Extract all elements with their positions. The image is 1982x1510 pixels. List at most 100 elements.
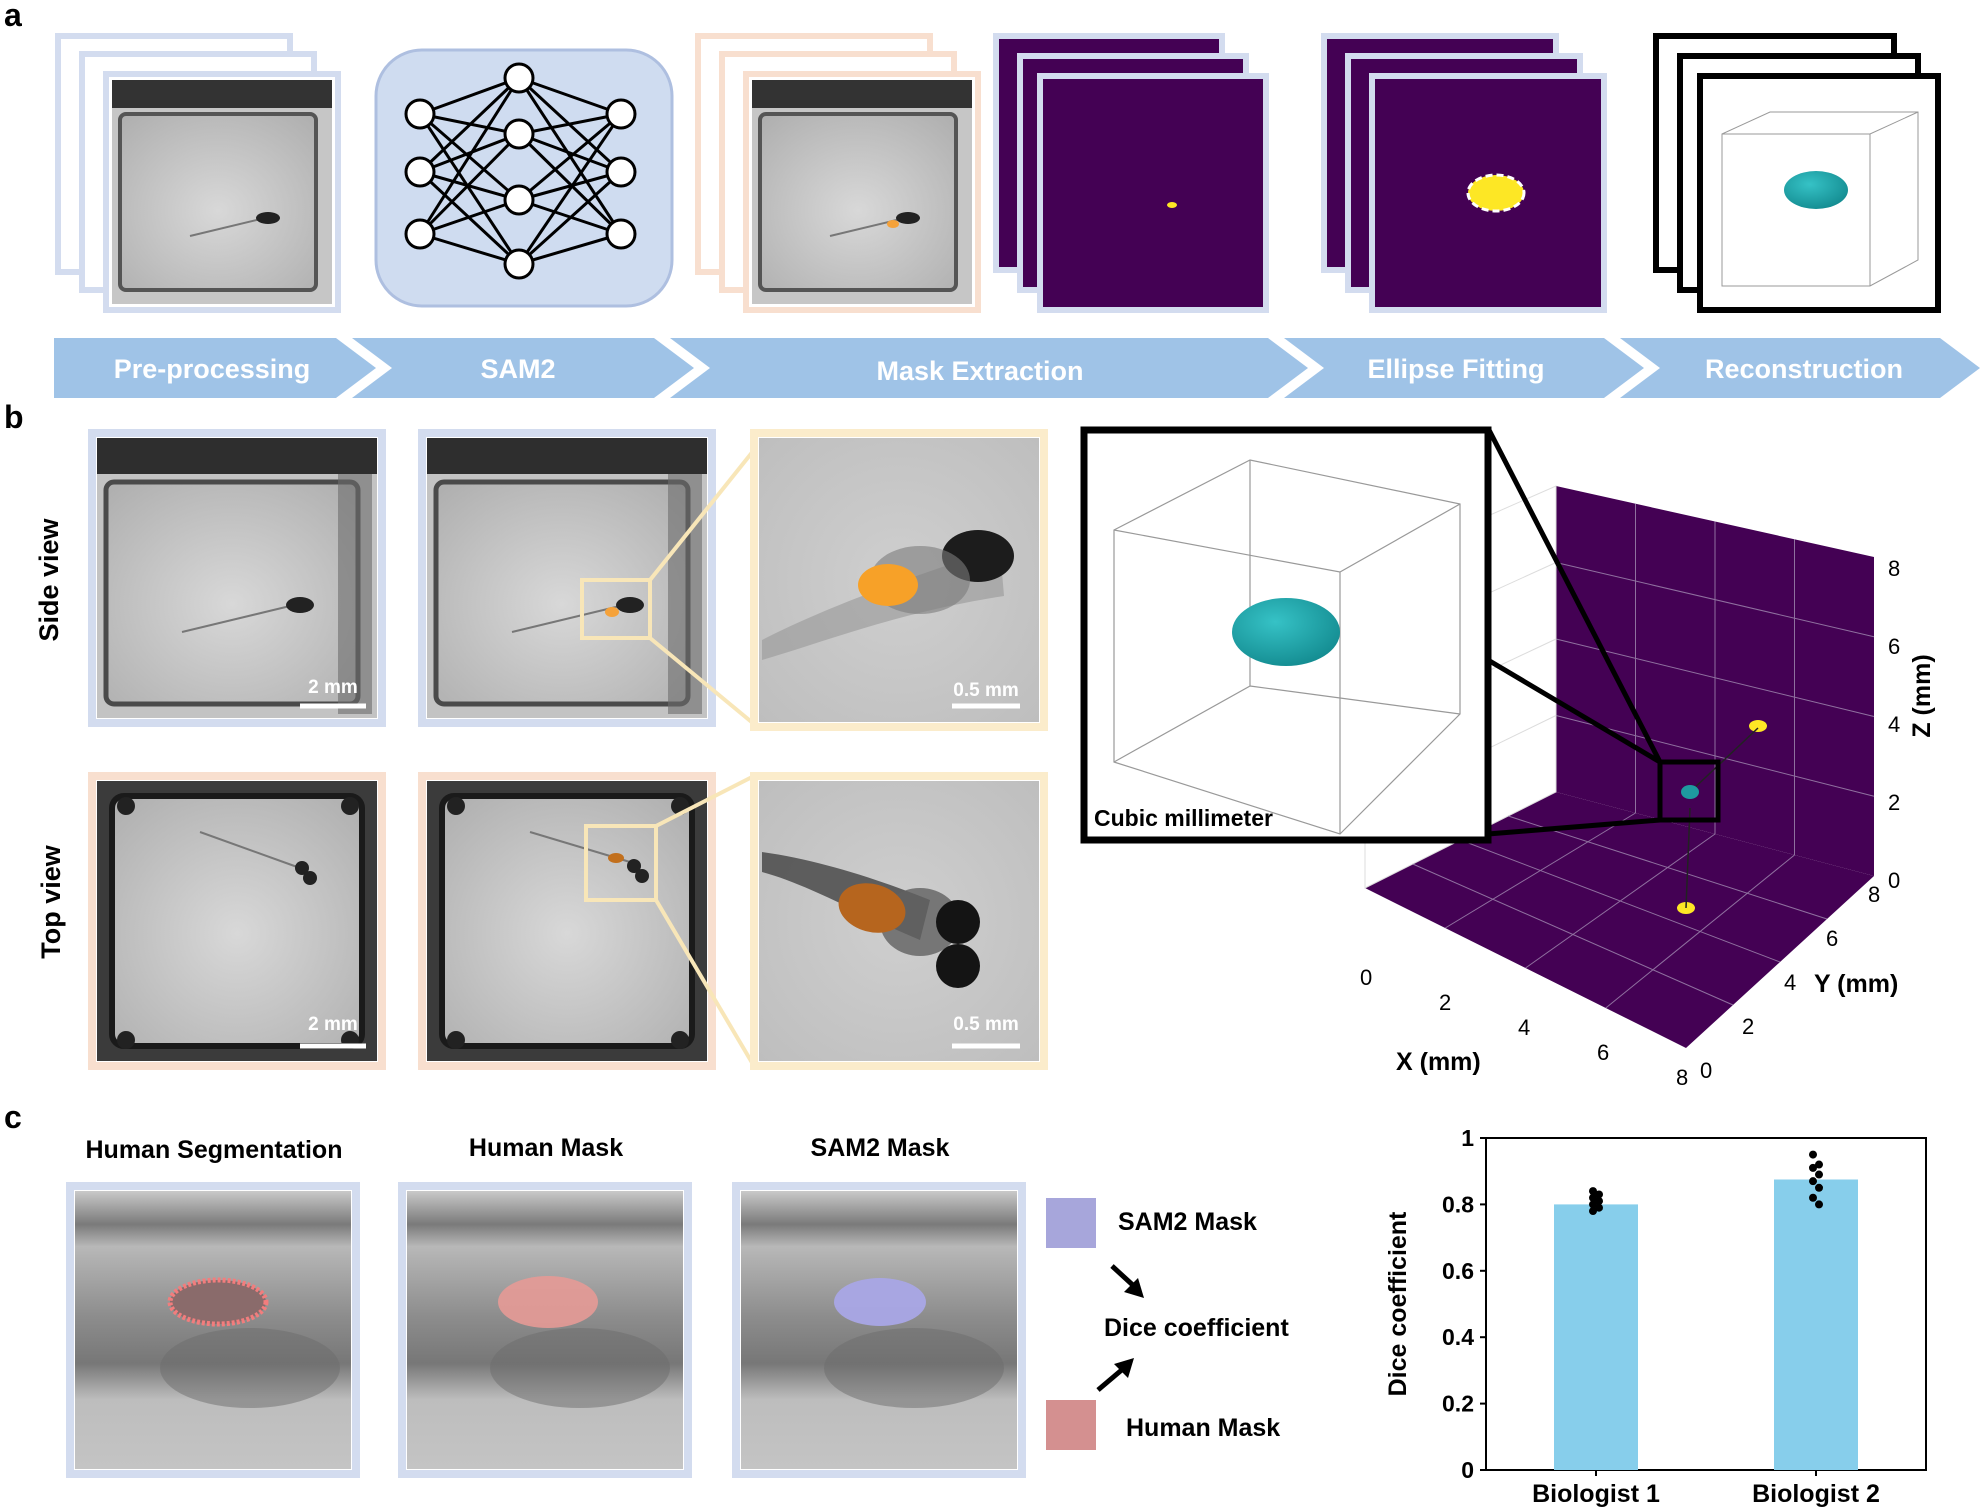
title-sam2-mask: SAM2 Mask <box>811 1134 950 1162</box>
nn-node <box>503 62 535 94</box>
row-label-top-view: Top view <box>36 844 66 959</box>
scale-bar-top-zoom: 0.5 mm <box>953 1014 1018 1035</box>
reconstruction-stack <box>1653 33 1941 313</box>
y-tick-label: 0.4 <box>1442 1324 1474 1350</box>
data-point <box>1809 1150 1817 1159</box>
data-point <box>1809 1163 1817 1172</box>
z-tick-label: 2 <box>1888 790 1900 815</box>
top-view-zoom-image: 0.5 mm <box>750 772 1048 1070</box>
nn-connection <box>418 113 521 265</box>
binary-mask-stack <box>993 33 1269 313</box>
y-tick-label: 0 <box>1700 1058 1712 1083</box>
data-point <box>1589 1193 1597 1202</box>
nn-connection <box>419 232 520 266</box>
x-tick-label: 2 <box>1439 990 1451 1015</box>
plot-grid-line <box>1605 854 1795 1009</box>
pipeline-label-mask-extraction: Mask Extraction <box>876 356 1083 386</box>
nn-node <box>605 218 637 250</box>
nn-connection <box>517 132 623 236</box>
human-segmentation-image <box>66 1182 360 1478</box>
data-point <box>1589 1207 1597 1216</box>
pipeline-step-reconstruction <box>1620 338 1980 398</box>
plot-grid-line <box>1508 815 1828 920</box>
bar <box>1774 1179 1858 1470</box>
cubic-millimeter-inset: Cubic millimeter <box>1080 426 1492 844</box>
top-view-image: 2 mm <box>88 772 386 1070</box>
nn-connection <box>518 232 622 266</box>
y-tick-label: 6 <box>1826 926 1838 951</box>
title-human-mask: Human Mask <box>469 1134 623 1162</box>
data-point <box>1815 1160 1823 1169</box>
nn-connection <box>517 170 623 266</box>
mask-extraction-stack <box>695 33 981 313</box>
nn-connection <box>517 113 623 265</box>
pipeline-strip: Pre-processing SAM2 Mask Extraction Elli… <box>54 338 1980 398</box>
z-tick-label: 4 <box>1888 712 1900 737</box>
y-tick-label: 0.8 <box>1442 1191 1474 1217</box>
nn-connection <box>418 77 521 235</box>
human-mask-swatch <box>1046 1400 1096 1450</box>
nn-node <box>503 118 535 150</box>
panel-label-c: c <box>4 1099 22 1135</box>
nn-node <box>605 98 637 130</box>
pipeline-step-sam2 <box>352 338 694 398</box>
nn-node <box>605 156 637 188</box>
x-tick-label: 4 <box>1518 1015 1530 1040</box>
dice-legend: SAM2 Mask Dice coefficient Human Mask <box>1046 1198 1289 1450</box>
y-tick-label: 8 <box>1868 882 1880 907</box>
chart-ylabel: Dice coefficient <box>1384 1211 1412 1396</box>
plot-grid-line <box>1555 562 1875 638</box>
dice-bar-chart: 0 0.2 0.4 0.6 0.8 1 Biologist 1 Biologist 2 Di… <box>1384 1125 1927 1508</box>
data-point <box>1815 1183 1823 1192</box>
y-tick-label: 0 <box>1461 1457 1474 1483</box>
nn-connection <box>419 132 520 174</box>
nn-connection <box>518 170 622 202</box>
nn-connection <box>418 76 521 174</box>
data-point <box>1595 1190 1603 1199</box>
panel-label-b: b <box>4 399 24 435</box>
row-label-side-view: Side view <box>34 517 64 641</box>
nn-node <box>404 156 436 188</box>
pipeline-label-preprocessing: Pre-processing <box>114 354 311 384</box>
plot-grid-line <box>1555 638 1875 717</box>
x-tick-label: 8 <box>1676 1065 1688 1090</box>
scale-bar-side-zoom: 0.5 mm <box>953 680 1018 701</box>
z-tick-label: 8 <box>1888 556 1900 581</box>
bar <box>1554 1204 1638 1470</box>
title-human-segmentation: Human Segmentation <box>86 1136 343 1164</box>
side-view-zoom-image: 0.5 mm <box>750 429 1048 731</box>
side-view-image: 2 mm <box>88 429 386 727</box>
data-point <box>1595 1197 1603 1206</box>
y-tick-label: 0.2 <box>1442 1391 1474 1417</box>
inset-label: Cubic millimeter <box>1094 805 1273 831</box>
z-tick-label: 6 <box>1888 634 1900 659</box>
data-point <box>1589 1200 1597 1209</box>
nn-connection <box>418 132 521 236</box>
scale-bar-side-raw: 2 mm <box>308 677 358 698</box>
y-tick-label: 0.6 <box>1442 1258 1474 1284</box>
nn-connection <box>419 76 520 116</box>
data-point <box>1589 1187 1597 1196</box>
pipeline-label-reconstruction: Reconstruction <box>1705 354 1903 384</box>
sam2-mask-swatch <box>1046 1198 1096 1248</box>
data-point <box>1809 1193 1817 1202</box>
sam2-network-icon <box>374 48 674 308</box>
nn-connection <box>419 198 520 236</box>
legend-dice-coefficient: Dice coefficient <box>1104 1314 1289 1342</box>
ellipse-fit-stack <box>1321 33 1607 313</box>
data-point <box>1815 1170 1823 1179</box>
data-point <box>1815 1200 1823 1209</box>
top-view-masked-image <box>418 772 716 1070</box>
y-tick-label: 4 <box>1784 970 1796 995</box>
z-tick-label: 0 <box>1888 868 1900 893</box>
scale-bar-top-raw: 2 mm <box>308 1014 358 1035</box>
human-mask-image <box>398 1182 692 1478</box>
nn-node <box>404 218 436 250</box>
nn-node <box>503 184 535 216</box>
pipeline-step-mask-extraction <box>670 338 1308 398</box>
pre-processing-stack <box>55 33 341 313</box>
side-view-masked-image <box>418 429 716 727</box>
x-tick-label: Biologist 2 <box>1752 1480 1880 1508</box>
y-tick-label: 2 <box>1742 1014 1754 1039</box>
